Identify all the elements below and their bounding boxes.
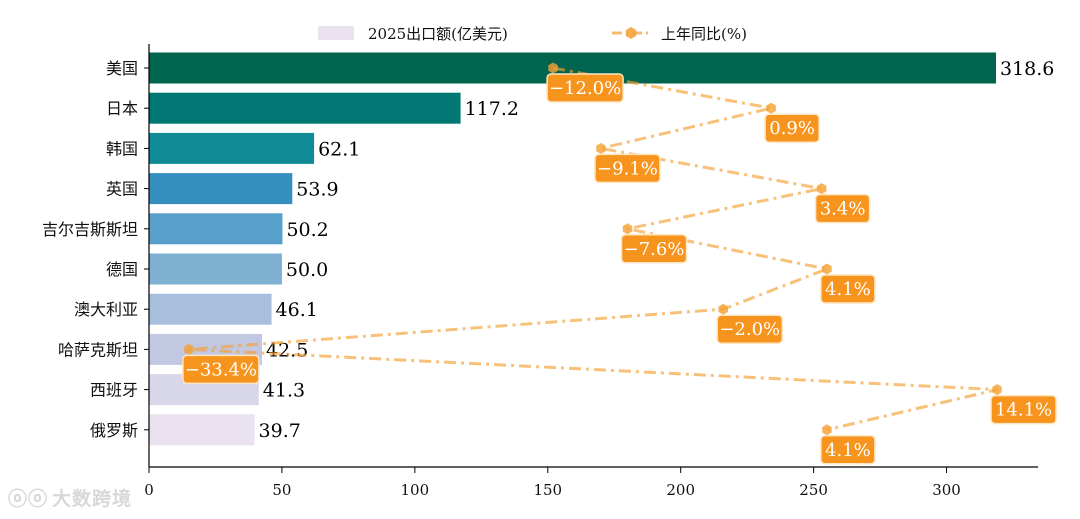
yoy-label-box: [820, 435, 876, 465]
legend-line-marker: [625, 27, 637, 39]
category-label: 哈萨克斯坦: [58, 340, 138, 359]
yoy-marker: [822, 424, 832, 436]
bar: [149, 293, 272, 325]
ellipsis-chat-icon: ⓞⓞ: [8, 488, 49, 510]
yoy-label: 0.9%: [769, 118, 815, 139]
yoy-marker: [718, 303, 728, 315]
category-label: 韩国: [106, 139, 138, 158]
yoy-label-box: [990, 394, 1057, 425]
x-tick-label: 0: [144, 481, 154, 499]
yoy-label-box: [620, 234, 688, 264]
bar-value-label: 53.9: [296, 179, 338, 201]
yoy-label: −9.1%: [597, 158, 658, 179]
yoy-label: −2.0%: [719, 319, 780, 340]
legend-bar-swatch: [318, 26, 354, 40]
bar: [149, 213, 283, 245]
x-tick-label: 50: [272, 481, 291, 499]
legend-line-label: 上年同比(%): [661, 25, 747, 43]
category-label: 吉尔吉斯斯坦: [42, 220, 138, 239]
bar-value-label: 50.0: [286, 259, 328, 281]
yoy-label-box: [764, 113, 820, 143]
yoy-label-box: [716, 314, 783, 344]
y-axis: [144, 44, 150, 467]
category-label: 俄罗斯: [90, 421, 138, 440]
category-label: 日本: [106, 99, 138, 118]
bar: [149, 253, 282, 285]
yoy-marker: [816, 183, 827, 195]
bar-value-labels: 318.6117.262.153.950.250.046.142.541.339…: [259, 58, 1055, 442]
x-tick-label: 300: [932, 481, 961, 499]
yoy-line: [188, 66, 998, 432]
watermark: ⓞⓞ 大数跨境: [8, 484, 132, 511]
x-tick-label: 250: [799, 481, 828, 499]
bar-value-label: 62.1: [318, 138, 360, 160]
category-label: 英国: [106, 180, 138, 199]
yoy-label: 14.1%: [995, 400, 1052, 421]
bar-value-label: 318.6: [1000, 58, 1054, 80]
legend-bar-label: 2025出口额(亿美元): [368, 25, 508, 43]
yoy-labels-group: −12.0% 0.9% −9.1% 3.4% −7.6% 4.1% −2.0% −33.4% 1…: [182, 73, 1057, 465]
yoy-label: 4.1%: [825, 440, 871, 461]
yoy-label: −12.0%: [549, 78, 621, 99]
x-tick-label: 100: [401, 481, 430, 499]
yoy-marker: [992, 384, 1002, 396]
yoy-label-box: [814, 193, 871, 224]
yoy-label: −7.6%: [624, 239, 685, 260]
yoy-label-box: [594, 153, 661, 184]
yoy-marker: [548, 62, 558, 74]
yoy-line-group: [184, 62, 1002, 436]
x-axis: 0 50 100 150 200 250 300: [144, 466, 1038, 499]
bar-value-label: 117.2: [465, 98, 519, 120]
yoy-label: −33.4%: [185, 359, 257, 380]
bar-value-label: 50.2: [286, 219, 328, 241]
bar: [149, 132, 315, 164]
bar-value-label: 46.1: [276, 299, 318, 321]
bar: [149, 414, 255, 446]
yoy-marker: [184, 343, 194, 355]
x-tick-label: 150: [533, 481, 562, 499]
yoy-marker: [622, 223, 633, 235]
category-label: 澳大利亚: [74, 300, 138, 319]
category-label: 美国: [106, 59, 138, 78]
yoy-label-box: [182, 354, 260, 385]
legend: 2025出口额(亿美元) 上年同比(%): [318, 25, 747, 43]
x-tick-label: 200: [666, 481, 695, 499]
bar: [149, 173, 293, 205]
bar-value-label: 41.3: [263, 380, 305, 402]
yoy-label: 4.1%: [825, 279, 871, 300]
yoy-label: 3.4%: [820, 199, 866, 220]
category-label: 德国: [106, 260, 138, 279]
yoy-marker: [596, 142, 606, 154]
bar-value-label: 39.7: [259, 420, 301, 442]
watermark-text: 大数跨境: [52, 488, 133, 510]
yoy-label-box: [820, 274, 876, 304]
yoy-marker: [766, 102, 776, 114]
yoy-label-box: [546, 73, 624, 103]
yoy-marker: [822, 263, 832, 275]
category-label: 西班牙: [90, 381, 138, 400]
bar: [149, 92, 461, 124]
